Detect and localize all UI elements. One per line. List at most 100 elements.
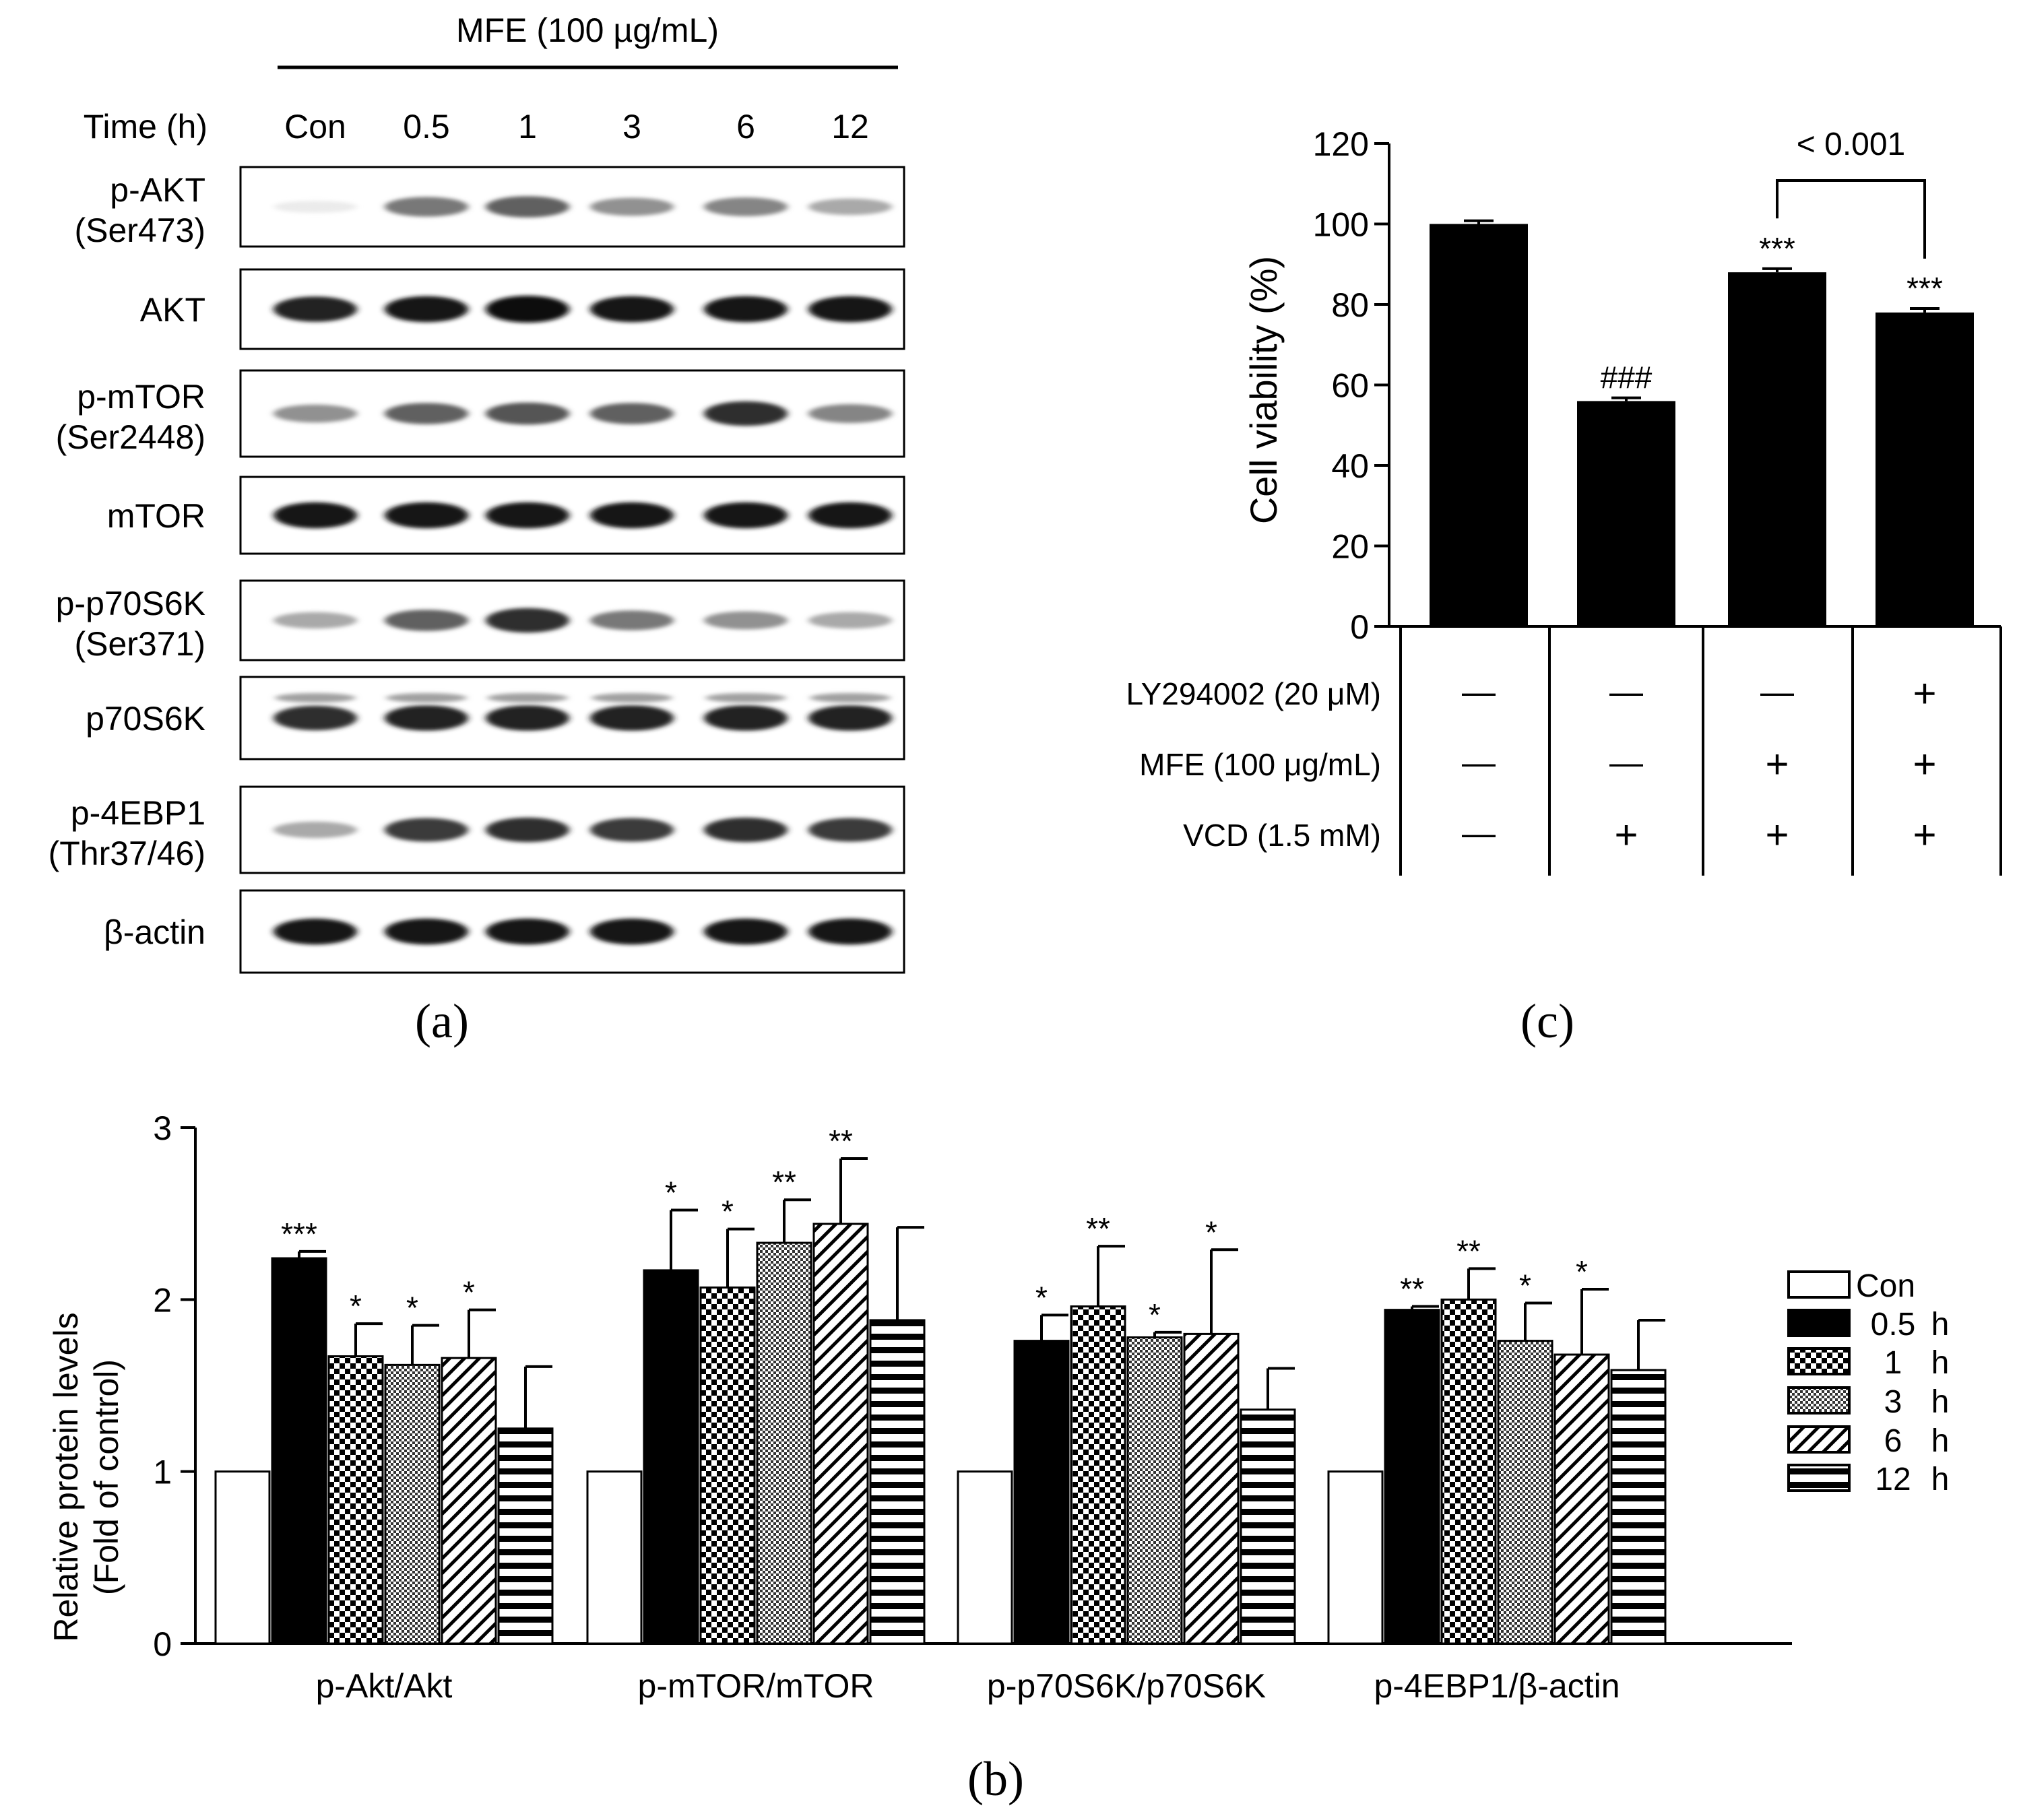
lane-label: 3 (622, 108, 641, 145)
lane-label: Con (284, 108, 346, 145)
blot-band (590, 610, 674, 630)
lane-labels: Con 0.5 1 3 6 12 (284, 108, 869, 145)
b-bar (1240, 1408, 1296, 1645)
panel-a: MFE (100 µg/mL) Time (h) Con 0.5 1 3 6 12 p-A… (49, 11, 905, 1048)
b-tick-label: 2 (153, 1281, 172, 1319)
b-legend-label: 12 (1875, 1462, 1911, 1497)
blot-band (704, 401, 788, 426)
b-sig: * (350, 1289, 362, 1324)
blot-band (385, 610, 468, 631)
c-mark-plus: + (1765, 742, 1789, 787)
blot-band (590, 918, 674, 945)
blot-row: p-mTOR(Ser2448) (56, 369, 905, 458)
blot-band (590, 197, 674, 216)
blot-band (487, 693, 568, 703)
c-bracket-label: < 0.001 (1797, 127, 1905, 162)
blot-band (486, 608, 569, 633)
blot-band (486, 196, 569, 218)
c-tick-label: 40 (1331, 447, 1369, 485)
c-tick-label: 100 (1313, 206, 1369, 244)
c-mark-plus: + (1913, 742, 1936, 787)
b-tick-label: 3 (153, 1109, 172, 1147)
b-ylabel: Relative protein levels (47, 1312, 85, 1642)
blot-band (385, 296, 468, 323)
blot-band (385, 705, 468, 731)
blot-sublabel: (Ser473) (74, 212, 205, 249)
c-tick-label: 60 (1331, 367, 1369, 405)
blot-band (486, 705, 569, 731)
blot-label: p70S6K (86, 700, 205, 738)
blot-label: β-actin (104, 913, 205, 951)
blot-label: p-mTOR (77, 378, 205, 416)
c-treatment-label: VCD (1.5 mM) (1183, 818, 1381, 853)
b-group: ******p-mTOR/mTOR (586, 1124, 926, 1705)
blot-label: p-p70S6K (56, 585, 205, 622)
blot-band (808, 296, 892, 323)
b-sig: * (406, 1291, 418, 1326)
blot-band (590, 705, 674, 731)
blot-band (486, 502, 569, 529)
treatment-label: MFE (100 µg/mL) (456, 11, 719, 49)
b-sig: *** (281, 1216, 317, 1252)
blot-row: p70S6K (86, 676, 905, 760)
blot-band (486, 402, 569, 425)
c-mark-plus: + (1913, 671, 1936, 716)
blot-band (704, 705, 788, 731)
c-mark-plus: + (1765, 812, 1789, 857)
blot-row: p-AKT(Ser473) (74, 166, 905, 249)
blot-band (486, 817, 569, 843)
panel-c: 0 20 40 60 80 100 120 Cell viability (%) ### **… (1126, 125, 2002, 1048)
blot-band (704, 502, 788, 529)
b-bars: **** * *p-Akt/Akt******p-mTOR/mTOR*****p-p… (214, 1124, 1667, 1705)
blot-band (808, 198, 892, 216)
c-bars: ### *** *** < 0.001 (1430, 127, 1974, 626)
blot-band (274, 705, 357, 731)
c-ylabel: Cell viability (%) (1242, 256, 1285, 524)
b-legend-swatch (1787, 1270, 1851, 1299)
b-legend-unit: h (1931, 1423, 1950, 1459)
b-bar (1327, 1470, 1384, 1645)
b-bar (384, 1363, 441, 1645)
c-bar (1728, 272, 1826, 626)
blot-band (274, 201, 357, 213)
c-bar (1876, 312, 1974, 626)
c-treatment-table: LY294002 (20 μM) — — — + MFE (100 μg/mL) — — + + V… (1126, 625, 2002, 876)
b-sig: * (722, 1194, 734, 1229)
b-bar (1497, 1340, 1553, 1645)
blot-label: mTOR (107, 497, 205, 535)
b-category-label: p-Akt/Akt (316, 1667, 453, 1705)
b-legend-swatch (1787, 1347, 1851, 1375)
b-bar (643, 1269, 699, 1645)
b-sig: ** (829, 1124, 853, 1159)
b-sig: * (1035, 1280, 1048, 1315)
blot-band (385, 403, 468, 424)
blot-band (486, 296, 569, 323)
blot-band (274, 612, 357, 629)
c-y-axis: 0 20 40 60 80 100 120 (1313, 125, 1390, 646)
b-legend-unit: h (1931, 1462, 1950, 1497)
b-legend-label: Con (1856, 1268, 1915, 1304)
b-sig: * (665, 1175, 677, 1210)
blot-band (704, 296, 788, 323)
blot-row: β-actin (104, 889, 905, 974)
b-category-label: p-mTOR/mTOR (638, 1667, 874, 1705)
lane-label: 0.5 (403, 108, 450, 145)
lane-label: 1 (518, 108, 537, 145)
b-legend-swatch (1787, 1425, 1851, 1454)
blot-band (590, 296, 674, 323)
blot-band (808, 818, 892, 842)
c-mark-minus: — (1760, 673, 1794, 711)
blot-sublabel: (Thr37/46) (49, 835, 205, 872)
c-treatment-label: MFE (100 μg/mL) (1139, 747, 1381, 782)
b-legend-label: 3 (1884, 1384, 1902, 1420)
b-bar (214, 1470, 271, 1645)
b-group: *****p-p70S6K/p70S6K (957, 1211, 1296, 1705)
blot-row: p-p70S6K(Ser371) (56, 579, 905, 663)
c-tick-label: 20 (1331, 528, 1369, 566)
blot-label: p-AKT (110, 171, 205, 209)
blot-band (808, 612, 892, 629)
b-tick-label: 1 (153, 1454, 172, 1491)
blot-sublabel: (Ser2448) (56, 418, 205, 456)
